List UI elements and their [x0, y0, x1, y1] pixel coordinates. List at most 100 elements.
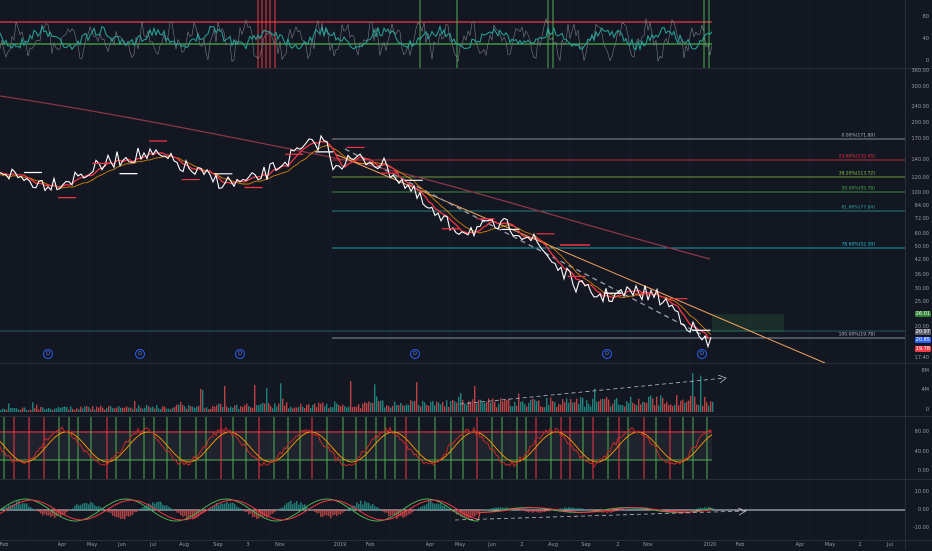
volume-bar	[292, 408, 293, 412]
volume-bar	[28, 410, 29, 412]
macd-histogram-bar	[86, 503, 88, 510]
volume-bar	[628, 403, 629, 412]
volume-bar	[388, 406, 389, 412]
macd-histogram-bar	[156, 502, 158, 510]
macd-histogram-bar	[678, 510, 680, 512]
macd-histogram-bar	[712, 508, 714, 510]
volume-bar	[330, 407, 331, 412]
volume-bar	[410, 400, 411, 412]
volume-bar	[464, 403, 465, 412]
dividend-marker[interactable]: D	[602, 349, 612, 359]
dividend-marker[interactable]: D	[410, 349, 420, 359]
volume-bar	[646, 403, 647, 412]
volume-bar	[54, 408, 55, 412]
volume-bar	[132, 409, 133, 412]
slow-moving-average	[0, 96, 710, 259]
macd-histogram-bar	[580, 508, 582, 510]
volume-bar	[472, 399, 473, 412]
price-tick: 360.00	[912, 68, 930, 74]
volume-pane[interactable]	[0, 364, 905, 416]
macd-histogram-bar	[288, 502, 290, 510]
volume-bar	[710, 401, 711, 412]
stochastic-pane[interactable]	[0, 417, 905, 479]
volume-bar	[322, 403, 323, 412]
volume-bar	[408, 405, 409, 412]
volume-bar	[434, 405, 435, 412]
volume-bar	[692, 373, 693, 412]
volume-bar	[20, 410, 21, 412]
time-label: May	[87, 542, 97, 548]
macd-histogram-bar	[422, 506, 424, 510]
volume-bar	[16, 408, 17, 412]
macd-histogram-bar	[90, 502, 92, 510]
volume-bar	[540, 406, 541, 412]
macd-histogram-bar	[248, 510, 250, 514]
volume-bar	[590, 407, 591, 412]
macd-histogram-bar	[296, 501, 298, 510]
volume-bar	[336, 404, 337, 412]
price-tick: 30.00	[915, 286, 929, 292]
volume-bar	[588, 404, 589, 412]
stochastic-tick: 40.00	[915, 449, 929, 455]
macd-histogram-bar	[162, 505, 164, 510]
volume-bar	[544, 407, 545, 412]
time-label: Jul	[887, 542, 893, 548]
volume-bar	[30, 410, 31, 412]
volume-bar	[542, 407, 543, 412]
volume-bar	[700, 376, 701, 412]
volume-bar	[454, 401, 455, 412]
volume-bar	[538, 400, 539, 412]
macd-histogram-bar	[18, 501, 20, 510]
macd-histogram-bar	[118, 510, 120, 518]
volume-bar	[302, 407, 303, 412]
volume-bar	[286, 402, 287, 412]
macd-histogram-bar	[94, 505, 96, 510]
dividend-marker[interactable]: D	[43, 349, 53, 359]
macd-chart	[0, 480, 905, 540]
volume-bar	[210, 409, 211, 412]
volume-bar	[40, 407, 41, 412]
macd-histogram-bar	[188, 510, 190, 517]
volume-bar	[678, 405, 679, 412]
volume-bar	[122, 408, 123, 412]
volume-bar	[396, 405, 397, 412]
macd-histogram-bar	[362, 504, 364, 510]
macd-pane[interactable]	[0, 480, 905, 540]
volume-bar	[476, 404, 477, 412]
volume-bar	[218, 404, 219, 412]
volume-bar	[600, 399, 601, 412]
time-label: 2	[616, 542, 619, 548]
macd-histogram-bar	[184, 510, 186, 516]
volume-bar	[554, 402, 555, 412]
price-pane[interactable]: 0.00%(171.80)23.60%(135.45)38.20%(113.72…	[0, 69, 905, 363]
dividend-marker[interactable]: D	[697, 349, 707, 359]
dividend-marker[interactable]: D	[235, 349, 245, 359]
volume-bar	[546, 398, 547, 412]
volume-bar	[144, 408, 145, 412]
stochastic-tick: 80.00	[915, 429, 929, 435]
volume-bar	[552, 401, 553, 412]
price-line	[0, 136, 711, 347]
macd-histogram-bar	[584, 509, 586, 510]
volume-bar	[612, 404, 613, 412]
fib-level-label: 0.00%(171.80)	[841, 134, 875, 139]
macd-histogram-bar	[386, 510, 388, 513]
volume-bar	[606, 397, 607, 412]
volume-bar	[128, 408, 129, 412]
macd-histogram-bar	[268, 510, 270, 516]
volume-bar	[46, 409, 47, 412]
dividend-marker[interactable]: D	[135, 349, 145, 359]
volume-bar	[428, 406, 429, 412]
volume-bar	[418, 405, 419, 412]
volume-bar	[534, 400, 535, 412]
volume-bar	[672, 406, 673, 412]
volume-bar	[602, 399, 603, 412]
macd-histogram-bar	[620, 510, 622, 511]
macd-histogram-bar	[390, 510, 392, 516]
volume-bar	[304, 408, 305, 412]
rsi-pane[interactable]	[0, 0, 905, 68]
volume-bar	[690, 396, 691, 412]
macd-histogram-bar	[218, 505, 220, 510]
macd-histogram-bar	[522, 510, 524, 511]
